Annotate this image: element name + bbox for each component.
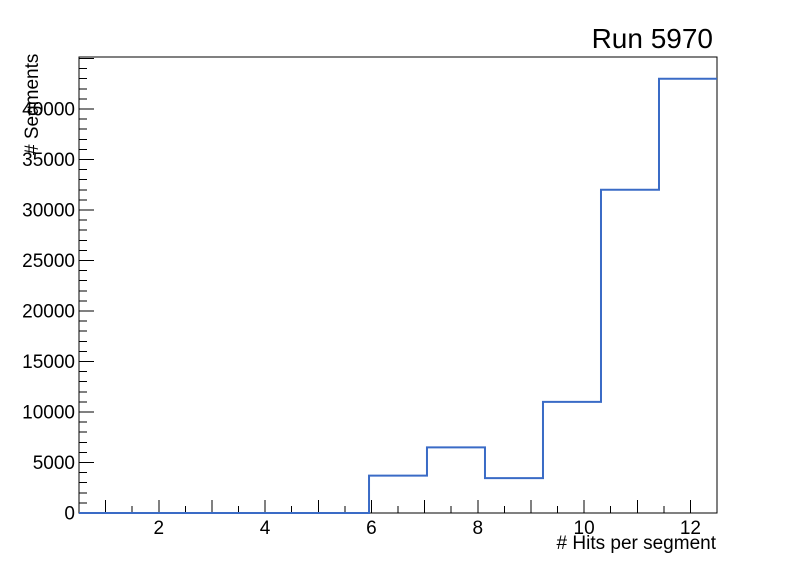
y-tick-label: 10000 xyxy=(22,403,75,424)
plot-frame xyxy=(78,56,718,514)
x-tick-label: 8 xyxy=(472,518,483,539)
x-tick-label: 10 xyxy=(574,518,595,539)
x-tick-label: 6 xyxy=(366,518,377,539)
y-tick-label: 20000 xyxy=(22,302,75,323)
chart-title: Run 5970 xyxy=(591,23,713,54)
y-tick-label: 0 xyxy=(64,504,75,525)
y-tick-label: 30000 xyxy=(22,201,75,222)
x-tick-label: 2 xyxy=(153,518,164,539)
x-tick-label: 4 xyxy=(260,518,271,539)
y-tick-label: 25000 xyxy=(22,251,75,272)
y-tick-label: 40000 xyxy=(22,100,75,121)
x-axis-title: # Hits per segment xyxy=(556,533,716,554)
y-axis-title: # Segments xyxy=(22,53,43,155)
x-tick-label: 12 xyxy=(680,518,701,539)
histogram-line xyxy=(79,77,717,514)
y-tick-label: 35000 xyxy=(22,150,75,171)
y-tick-label: 5000 xyxy=(33,453,75,474)
y-tick-label: 15000 xyxy=(22,352,75,373)
